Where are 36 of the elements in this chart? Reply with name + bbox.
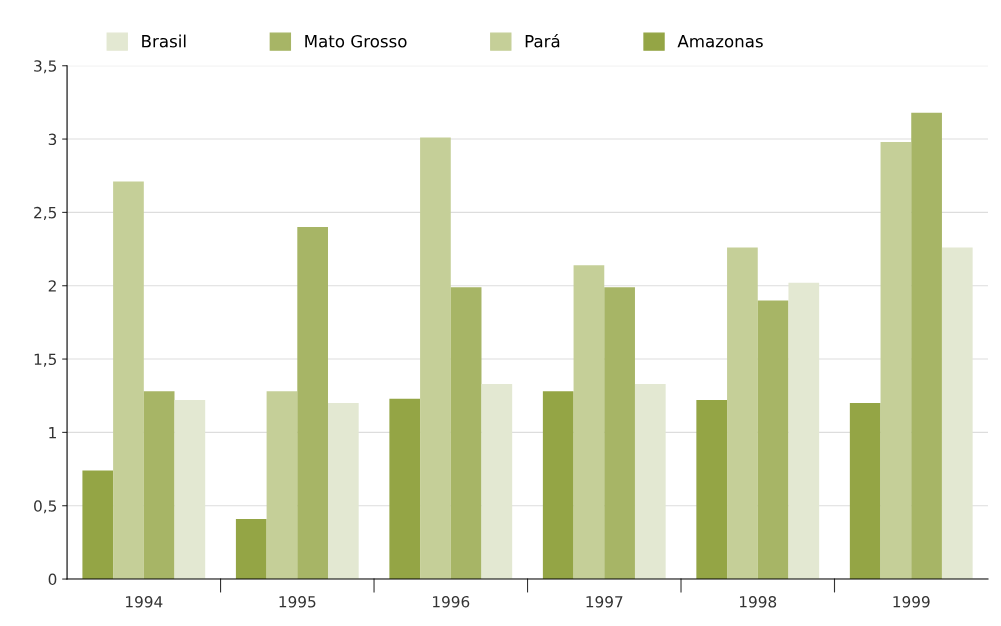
bar: [542, 391, 574, 580]
x-tick-label: 1997: [586, 595, 623, 608]
y-tick-label: 3: [48, 133, 57, 146]
bar: [573, 265, 605, 580]
bar: [450, 287, 482, 580]
bar: [849, 403, 881, 580]
y-tick-label: 1: [49, 427, 56, 439]
y-tick-label: 1,5: [34, 353, 57, 367]
bar: [420, 137, 451, 580]
x-tick-label: 1996: [433, 595, 470, 608]
x-tick-label: 1994: [126, 595, 163, 608]
bar: [696, 400, 728, 580]
y-tick-label: 0: [48, 573, 57, 586]
y-tick-label: 2: [48, 280, 56, 292]
y-tick-label: 3,5: [34, 60, 57, 74]
bar: [266, 391, 298, 580]
bar: [604, 287, 635, 580]
bar: [911, 112, 942, 580]
bar: [880, 141, 912, 580]
bar: [82, 470, 114, 580]
bar: [113, 181, 144, 580]
bar: [757, 300, 789, 580]
y-tick-label: 0,5: [34, 500, 57, 514]
bar: [297, 227, 328, 580]
legend-label: Brasil: [142, 34, 186, 48]
x-tick-label: 1998: [739, 595, 777, 608]
y-tick-label: 2,5: [34, 206, 57, 220]
x-tick-label: 1999: [893, 595, 930, 608]
bar: [143, 391, 175, 580]
legend-label: Mato Grosso: [305, 34, 407, 48]
legend-label: Amazonas: [677, 35, 763, 48]
bar: [389, 398, 421, 580]
bar: [727, 247, 758, 580]
legend-label: Pará: [525, 33, 560, 48]
x-tick-label: 1995: [279, 595, 316, 608]
bar: [235, 518, 267, 580]
